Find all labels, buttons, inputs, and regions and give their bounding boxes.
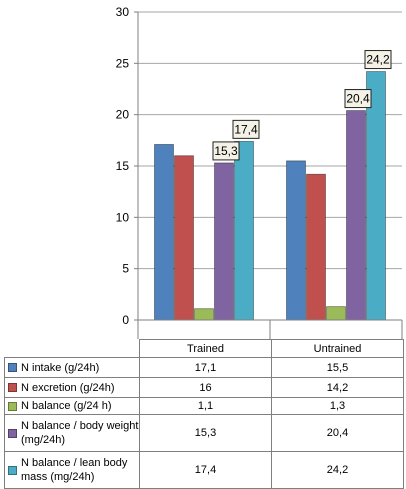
bar bbox=[174, 155, 194, 321]
bar bbox=[326, 306, 346, 321]
legend-swatch bbox=[8, 383, 17, 392]
table-cell: 1,1 bbox=[139, 397, 272, 415]
data-label-box bbox=[232, 119, 260, 139]
table-row: N balance / lean body mass (mg/24h) 17,4 2… bbox=[4, 451, 404, 489]
bar bbox=[306, 173, 326, 321]
bar bbox=[214, 162, 234, 321]
legend-swatch bbox=[8, 465, 17, 475]
legend-entry: N balance / body weight (mg/24h) bbox=[4, 414, 140, 452]
series-name: N intake (g/24h) bbox=[21, 361, 100, 374]
table-cell: 16 bbox=[139, 377, 272, 398]
table-row: N excretion (g/24h) 16 14,2 bbox=[4, 377, 404, 398]
data-label-box bbox=[344, 89, 372, 109]
bars-layer bbox=[154, 71, 386, 321]
legend-entry: N excretion (g/24h) bbox=[4, 377, 140, 398]
legend-entry: N balance / lean body mass (mg/24h) bbox=[4, 451, 140, 489]
data-label: 20,4 bbox=[346, 92, 370, 106]
y-tick-label: 25 bbox=[116, 56, 130, 70]
table-corner bbox=[4, 339, 140, 358]
labels-layer: 15,3 17,4 20,4 24,2 bbox=[212, 50, 392, 161]
legend-swatch bbox=[8, 401, 17, 411]
data-label: 15,3 bbox=[214, 144, 238, 158]
bar-chart: 0 5 10 15 20 25 30 15,3 17,4 20,4 24,2 bbox=[116, 5, 403, 339]
table-cell: 17,1 bbox=[139, 357, 272, 378]
bar bbox=[234, 140, 254, 321]
table-header-row: Trained Untrained bbox=[4, 339, 404, 358]
table-cell: 1,3 bbox=[271, 397, 404, 415]
y-tick-label: 0 bbox=[122, 313, 129, 327]
bar bbox=[366, 71, 386, 321]
series-name: N balance (g/24 h) bbox=[21, 400, 112, 412]
table-cell: 24,2 bbox=[271, 451, 404, 489]
data-label-box bbox=[212, 141, 240, 161]
table-row: N balance (g/24 h) 1,1 1,3 bbox=[4, 397, 404, 415]
table-cell: 20,4 bbox=[271, 414, 404, 452]
axis-layer: 0 5 10 15 20 25 30 bbox=[116, 5, 403, 339]
legend-swatch bbox=[8, 428, 17, 438]
bar bbox=[346, 110, 366, 321]
category-label: Untrained bbox=[271, 339, 404, 358]
series-name: N balance / body weight (mg/24h) bbox=[21, 420, 139, 446]
table-cell: 15,5 bbox=[271, 357, 404, 378]
legend-entry: N intake (g/24h) bbox=[4, 357, 140, 378]
table-cell: 14,2 bbox=[271, 377, 404, 398]
table-cell: 15,3 bbox=[139, 414, 272, 452]
category-label: Trained bbox=[139, 339, 272, 358]
data-label: 17,4 bbox=[234, 122, 258, 136]
y-tick-label: 5 bbox=[122, 262, 129, 276]
y-tick-label: 10 bbox=[116, 210, 130, 224]
series-name: N excretion (g/24h) bbox=[21, 381, 115, 394]
bar bbox=[286, 160, 306, 321]
y-tick-label: 15 bbox=[116, 159, 130, 173]
data-label-box bbox=[364, 50, 392, 70]
bar bbox=[194, 308, 214, 321]
data-table: Trained Untrained N intake (g/24h) 17,1 15… bbox=[4, 339, 404, 489]
table-cell: 17,4 bbox=[139, 451, 272, 489]
table-row: N intake (g/24h) 17,1 15,5 bbox=[4, 357, 404, 378]
bar bbox=[154, 144, 174, 321]
y-tick-label: 20 bbox=[116, 108, 130, 122]
legend-swatch bbox=[8, 363, 17, 372]
series-name: N balance / lean body mass (mg/24h) bbox=[21, 457, 128, 483]
y-tick-label: 30 bbox=[116, 5, 130, 19]
data-label: 24,2 bbox=[366, 53, 390, 67]
legend-entry: N balance (g/24 h) bbox=[4, 397, 140, 415]
table-row: N balance / body weight (mg/24h) 15,3 20,4 bbox=[4, 414, 404, 452]
